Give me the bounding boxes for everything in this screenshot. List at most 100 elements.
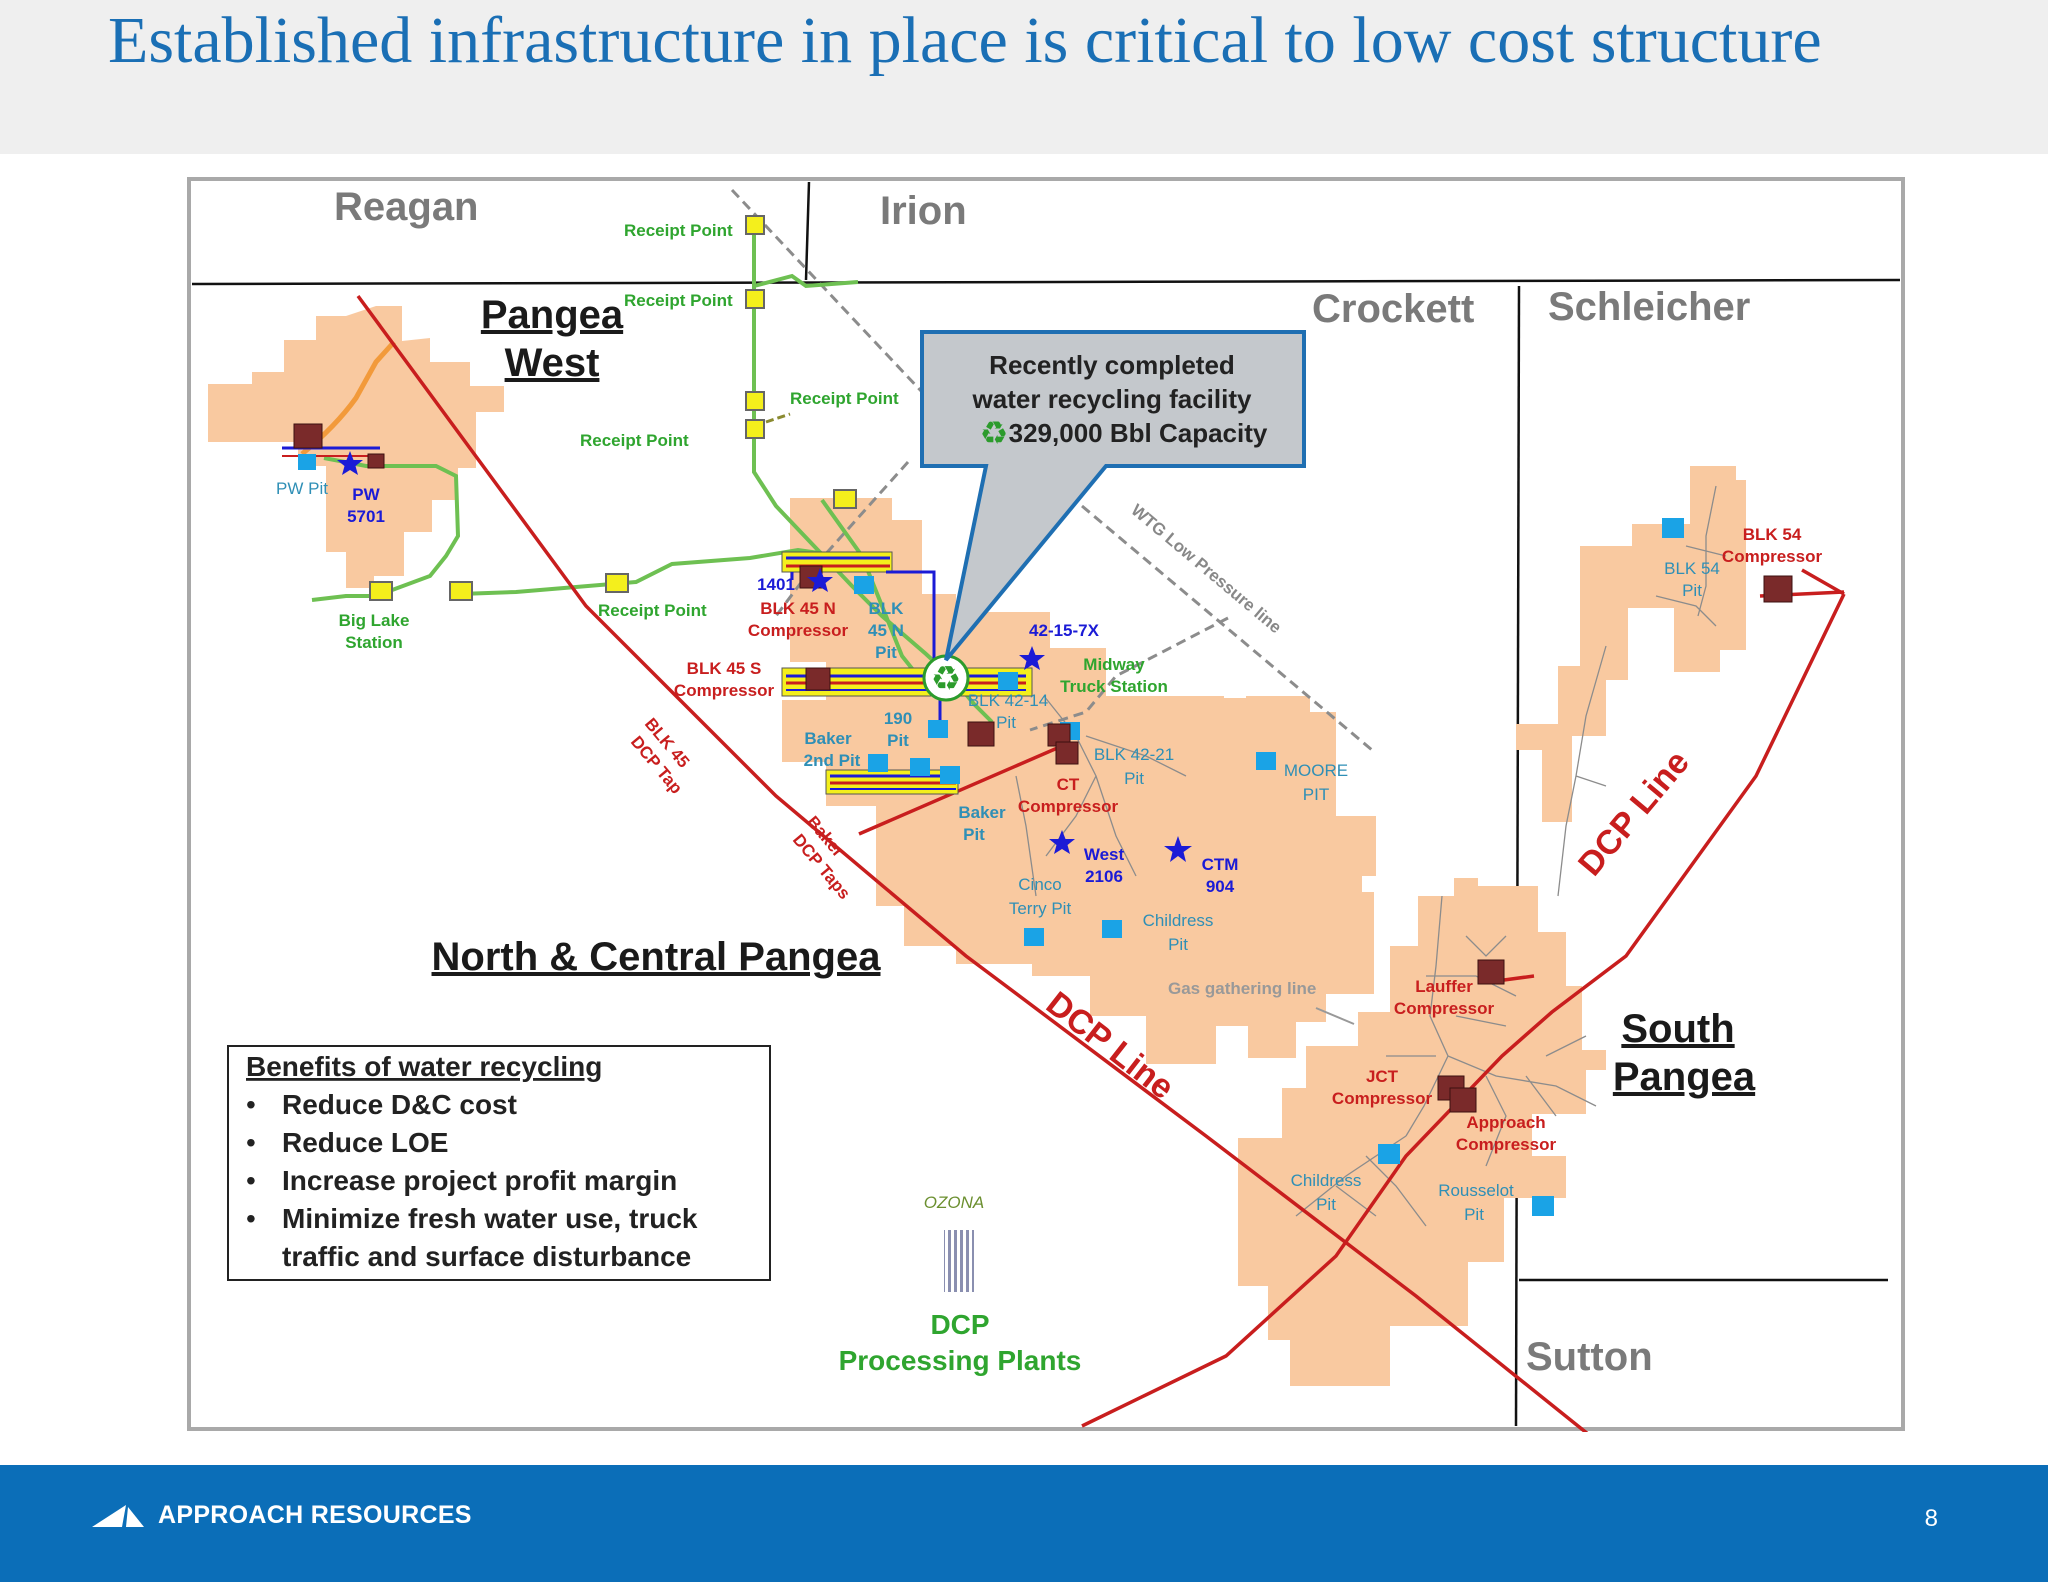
blk45s-compressor-label-1: BLK 45 S	[687, 659, 762, 678]
jct-compressor-label-1: JCT	[1366, 1067, 1399, 1086]
county-reagan: Reagan	[334, 185, 479, 229]
region-north-central: North & Central Pangea	[432, 935, 882, 979]
callout-line-2: water recycling facility	[972, 384, 1252, 414]
pit-markers	[298, 454, 1684, 1216]
callout-line-1: Recently completed	[989, 350, 1235, 380]
plant-marker	[944, 1230, 974, 1292]
pw5701-label-1: PW	[352, 485, 380, 504]
recycling-facility-marker: ♻	[922, 654, 970, 702]
midway-label-2: Truck Station	[1060, 677, 1168, 696]
childress-central-pit-label-1: Childress	[1143, 911, 1214, 930]
gas-gathering-arrow	[1315, 1007, 1355, 1025]
dcp-processing-plants: OZONA DCP Processing Plants	[839, 1193, 1082, 1376]
west2106-label-1: West	[1084, 845, 1125, 864]
receipt-point-label-5: Receipt Point	[598, 601, 707, 620]
well-1401-label: 1401	[757, 575, 795, 594]
benefits-box: Benefits of water recycling • Reduce D&C…	[227, 1045, 771, 1281]
cinco-pit-label-2: Terry Pit	[1009, 899, 1072, 918]
receipt-point-label-2: Receipt Point	[624, 291, 733, 310]
benefits-item-2: Reduce LOE	[282, 1127, 448, 1158]
blk45n-pit-label-2: 45 N	[868, 621, 904, 640]
callout-box: Recently completed water recycling facil…	[920, 330, 1306, 662]
benefits-bullet: •	[246, 1089, 256, 1120]
receipt-point-markers	[369, 215, 857, 601]
moore-pit-label-1: MOORE	[1284, 761, 1348, 780]
slide-title: Established infrastructure in place is c…	[108, 4, 1822, 77]
ct-compressor-label-2: Compressor	[1018, 797, 1119, 816]
lauffer-compressor-label-2: Compressor	[1394, 999, 1495, 1018]
benefits-item-4: Minimize fresh water use, truck	[282, 1203, 698, 1234]
baker-pit-label-1: Baker	[958, 803, 1006, 822]
county-crockett: Crockett	[1312, 287, 1474, 331]
benefits-item-3: Increase project profit margin	[282, 1165, 677, 1196]
slide-header: Established infrastructure in place is c…	[0, 0, 2048, 154]
callout-line-3: 329,000 Bbl Capacity	[1009, 418, 1268, 448]
blk45s-compressor-label-2: Compressor	[674, 681, 775, 700]
baker2-pit-label-2: 2nd Pit	[804, 751, 861, 770]
brand-name: APPROACH RESOURCES	[158, 1501, 472, 1529]
recycle-icon: ♻	[931, 660, 961, 698]
well-markers	[337, 451, 1192, 862]
childress-central-pit-label-2: Pit	[1168, 935, 1188, 954]
dashed-receipt-link	[765, 412, 791, 424]
pw-pit-label: PW Pit	[276, 479, 328, 498]
compressor-markers	[293, 423, 1793, 1113]
page-number: 8	[1924, 1505, 1938, 1532]
receipt-point-label-1: Receipt Point	[624, 221, 733, 240]
region-south-2: Pangea	[1613, 1055, 1756, 1099]
benefits-bullet: •	[246, 1127, 256, 1158]
receipt-point-label-3: Receipt Point	[790, 389, 899, 408]
brand-logo: APPROACH RESOURCES	[92, 1501, 472, 1530]
dcp-plants-label-1: DCP	[930, 1309, 989, 1340]
big-lake-label-1: Big Lake	[339, 611, 410, 630]
p190-pit-label-2: Pit	[887, 731, 909, 750]
pipeline-map: ♻ Recently completed water recycling fac…	[186, 176, 1906, 1432]
benefits-bullet: •	[246, 1165, 256, 1196]
dcp-plants-label-2: Processing Plants	[839, 1345, 1082, 1376]
benefits-item-5: traffic and surface disturbance	[282, 1241, 691, 1272]
cinco-pit-label-1: Cinco	[1018, 875, 1061, 894]
baker2-pit-label-1: Baker	[804, 729, 852, 748]
blk45n-compressor-label-1: BLK 45 N	[760, 599, 836, 618]
big-lake-label-2: Station	[345, 633, 403, 652]
approach-logo-icon	[92, 1504, 144, 1527]
benefits-item-1: Reduce D&C cost	[282, 1089, 517, 1120]
gas-gathering-label: Gas gathering line	[1168, 979, 1316, 998]
blk45n-pit-label-3: Pit	[875, 643, 897, 662]
region-pangea-west-1: Pangea	[481, 293, 624, 337]
county-irion: Irion	[880, 189, 967, 233]
p190-pit-label-1: 190	[884, 709, 912, 728]
ctm904-label-2: 904	[1206, 877, 1235, 896]
county-boundaries	[191, 181, 1901, 1427]
ct-compressor-label-1: CT	[1057, 775, 1080, 794]
county-sutton: Sutton	[1526, 1335, 1653, 1379]
blk54-compressor-label-2: Compressor	[1722, 547, 1823, 566]
childress-south-pit-label-2: Pit	[1316, 1195, 1336, 1214]
baker-pit-label-2: Pit	[963, 825, 985, 844]
blk45n-compressor-label-2: Compressor	[748, 621, 849, 640]
west2106-label-2: 2106	[1085, 867, 1123, 886]
well-42157x-label: 42-15-7X	[1029, 621, 1100, 640]
midway-label-1: Midway	[1083, 655, 1145, 674]
moore-pit-label-2: PIT	[1303, 785, 1329, 804]
blk45n-pit-label-1: BLK	[869, 599, 905, 618]
slide-footer: APPROACH RESOURCES 8	[0, 1465, 2048, 1582]
blk54-compressor-label-1: BLK 54	[1743, 525, 1802, 544]
callout-recycle-icon: ♻	[980, 415, 1009, 451]
benefits-bullet: •	[246, 1203, 256, 1234]
ctm904-label-1: CTM	[1202, 855, 1239, 874]
benefits-heading: Benefits of water recycling	[246, 1051, 602, 1082]
blk4221-pit-label-2: Pit	[1124, 769, 1144, 788]
childress-south-pit-label-1: Childress	[1291, 1171, 1362, 1190]
receipt-point-label-4: Receipt Point	[580, 431, 689, 450]
region-south-1: South	[1621, 1007, 1734, 1051]
blk4221-pit-label-1: BLK 42-21	[1094, 745, 1174, 764]
ozona-label: OZONA	[924, 1193, 984, 1212]
approach-compressor-label-2: Compressor	[1456, 1135, 1557, 1154]
rousselot-pit-label-2: Pit	[1464, 1205, 1484, 1224]
gas-gathering-network	[1015, 485, 1727, 1227]
lauffer-compressor-label-1: Lauffer	[1415, 977, 1473, 996]
blk4214-pit-label-1: BLK 42-14	[968, 691, 1048, 710]
region-pangea-west-2: West	[505, 341, 600, 385]
blk54-pit-label-1: BLK 54	[1664, 559, 1720, 578]
